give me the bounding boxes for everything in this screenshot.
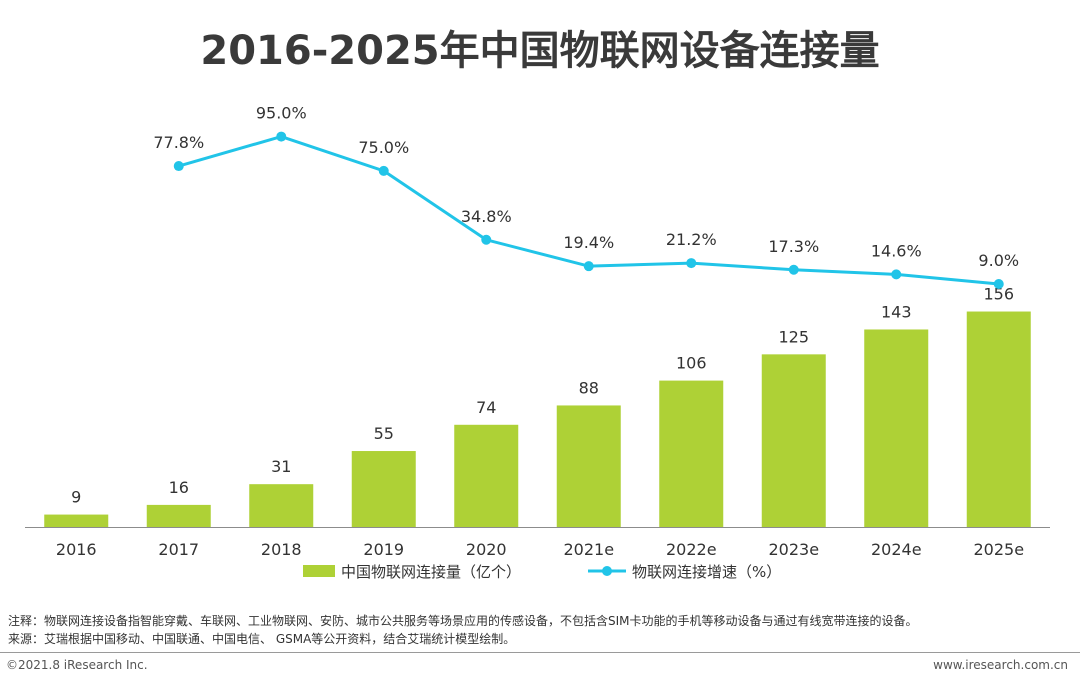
growth-value-label: 9.0%: [978, 251, 1019, 270]
bar-2019: [351, 451, 416, 527]
growth-value-label: 75.0%: [358, 138, 409, 157]
growth-value-label: 17.3%: [768, 237, 819, 256]
bar-2021e: [556, 405, 621, 527]
bar-value-label: 88: [579, 378, 599, 397]
x-tick-label: 2018: [261, 540, 302, 559]
growth-point-2019: [378, 165, 389, 176]
x-tick-label: 2020: [466, 540, 507, 559]
x-tick-label: 2022e: [666, 540, 717, 559]
bar-2018: [249, 484, 314, 527]
footnote-note: 注释：物联网连接设备指智能穿戴、车联网、工业物联网、安防、城市公共服务等场景应用…: [8, 614, 918, 628]
growth-point-2020: [481, 234, 492, 245]
bar-value-label: 143: [881, 302, 912, 321]
legend-line-label: 物联网连接增速（%）: [632, 563, 781, 581]
bar-2017: [146, 504, 211, 527]
growth-value-label: 77.8%: [153, 133, 204, 152]
bar-value-label: 31: [271, 457, 291, 476]
legend-line-marker: [602, 566, 612, 576]
bar-value-label: 74: [476, 398, 496, 417]
x-tick-label: 2023e: [768, 540, 819, 559]
bar-value-label: 125: [778, 327, 809, 346]
growth-value-label: 14.6%: [871, 241, 922, 260]
chart-title: 2016-2025年中国物联网设备连接量: [200, 28, 880, 74]
copyright: ©2021.8 iResearch Inc.: [6, 658, 148, 672]
growth-point-2025e: [993, 279, 1004, 289]
x-tick-label: 2025e: [973, 540, 1024, 559]
website: www.iresearch.com.cn: [933, 658, 1068, 672]
x-tick-label: 2019: [363, 540, 404, 559]
legend-bar-label: 中国物联网连接量（亿个）: [341, 563, 521, 581]
growth-point-2024e: [891, 269, 902, 280]
growth-point-2023e: [788, 264, 799, 275]
growth-value-label: 95.0%: [256, 104, 307, 123]
growth-point-2018: [276, 131, 287, 142]
growth-point-2017: [173, 161, 184, 172]
x-tick-label: 2017: [158, 540, 199, 559]
bar-2025e: [966, 311, 1031, 527]
growth-point-2022e: [686, 258, 697, 269]
footnote-source: 来源：艾瑞根据中国移动、中国联通、中国电信、 GSMA等公开资料，结合艾瑞统计模…: [8, 632, 516, 646]
x-tick-label: 2016: [56, 540, 97, 559]
growth-point-2021e: [583, 261, 594, 272]
bar-2023e: [761, 354, 826, 527]
bar-2016: [44, 514, 109, 527]
growth-value-label: 19.4%: [563, 233, 614, 252]
chart-area: 9 2016 16 2017 31 2018 55 2019 74 2020 88 2021e 106 2…: [25, 104, 1050, 581]
bar-2020: [454, 424, 519, 527]
bar-value-label: 16: [169, 478, 189, 497]
bar-value-label: 156: [983, 285, 1014, 304]
x-tick-label: 2024e: [871, 540, 922, 559]
bar-2022e: [659, 380, 724, 527]
legend-bar-swatch: [303, 565, 335, 577]
bar-value-label: 55: [374, 424, 394, 443]
x-tick-label: 2021e: [563, 540, 614, 559]
bar-value-label: 106: [676, 354, 707, 373]
growth-value-label: 21.2%: [666, 230, 717, 249]
footer-divider: [0, 652, 1080, 653]
bar-value-label: 9: [71, 488, 81, 507]
bar-2024e: [864, 329, 929, 527]
growth-value-label: 34.8%: [461, 207, 512, 226]
